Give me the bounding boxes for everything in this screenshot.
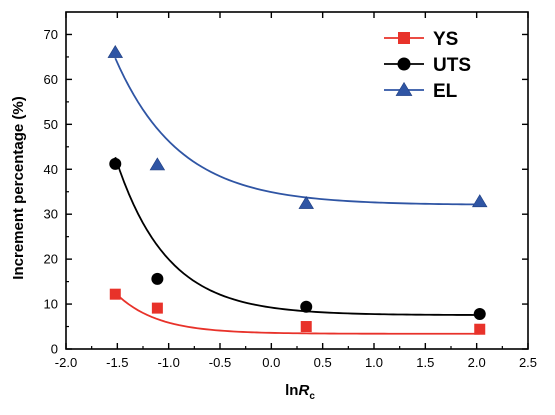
x-tick-label: -2.0 [55,355,77,370]
legend-marker-ys [398,32,410,44]
x-axis-title: lnRc [285,382,315,402]
data-point-ys [474,323,486,335]
data-point-uts [109,157,122,170]
data-point-uts [151,272,164,285]
x-axis-title-main: R [298,382,309,399]
data-point-uts [300,300,313,313]
data-point-el [149,157,166,171]
x-tick-label: 1.5 [416,355,434,370]
data-point-el [107,44,124,58]
y-tick-label: 40 [44,162,58,177]
data-point-ys [151,302,163,314]
y-tick-label: 0 [51,342,58,357]
legend: YS UTS EL [384,29,471,102]
legend-label-el: EL [433,81,458,102]
fit-curve-uts [114,156,480,316]
x-tick-label: -0.5 [209,355,231,370]
y-axis-title: Increment percentage (%) [10,96,27,279]
x-tick-label: 0.5 [314,355,332,370]
fit-curve-ys [114,292,480,335]
legend-label-ys: YS [433,29,458,50]
y-tick-label: 10 [44,297,58,312]
legend-label-uts: UTS [433,55,471,76]
data-point-el [471,194,488,208]
x-tick-label: 2.0 [468,355,486,370]
fit-curve-el [114,57,480,206]
x-tick-label: -1.5 [106,355,128,370]
x-axis-title-subscript: c [309,391,315,402]
y-tick-label: 50 [44,117,58,132]
x-tick-label: -1.0 [157,355,179,370]
data-point-ys [109,288,121,300]
data-point-ys [300,321,312,333]
y-tick-label: 70 [44,27,58,42]
y-tick-label: 30 [44,207,58,222]
legend-marker-uts [397,57,411,71]
x-tick-label: 0.0 [262,355,280,370]
x-tick-label: 2.5 [519,355,537,370]
y-tick-label: 20 [44,252,58,267]
x-tick-label: 1.0 [365,355,383,370]
y-tick-label: 60 [44,72,58,87]
fit-curves [114,57,480,335]
axes: -2.0 -1.5 -1.0 -0.5 0.0 0.5 1.0 1.5 2.0 2.5 0 10 20 3… [44,11,537,370]
data-point-el [298,195,314,209]
x-axis-title-prefix: ln [285,382,298,399]
legend-marker-el [395,81,413,96]
data-point-uts [473,307,486,320]
data-markers [107,44,488,335]
